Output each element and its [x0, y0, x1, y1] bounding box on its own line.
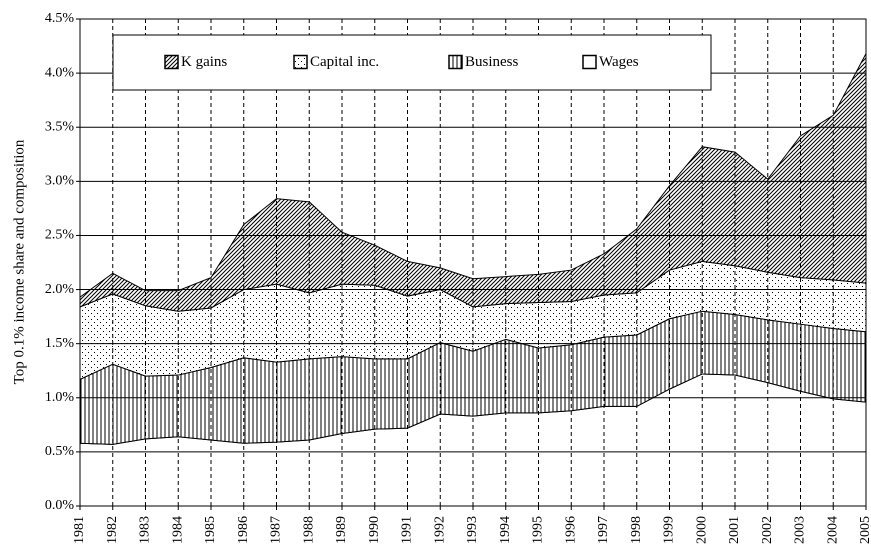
- x-tick-label: 2004: [825, 516, 840, 544]
- y-tick-label: 3.5%: [45, 119, 75, 134]
- legend-swatch: [448, 54, 463, 70]
- x-tick-label: 1997: [596, 516, 611, 544]
- x-tick-label: 1988: [301, 516, 316, 544]
- x-tick-label: 2002: [760, 516, 775, 544]
- y-tick-label: 1.5%: [45, 336, 75, 351]
- x-tick-label: 1986: [236, 516, 251, 544]
- x-tick-label: 1990: [367, 516, 382, 544]
- x-tick-label: 1985: [203, 516, 218, 544]
- y-tick-label: 4.5%: [45, 11, 75, 26]
- legend-swatch: [582, 54, 597, 70]
- y-tick-label: 2.0%: [45, 282, 75, 297]
- x-tick-label: 1981: [72, 516, 87, 544]
- x-tick-label: 1984: [170, 516, 185, 544]
- legend-label: Wages: [599, 54, 639, 70]
- legend-label: K gains: [181, 54, 227, 70]
- x-tick-label: 1999: [662, 516, 677, 544]
- x-tick-label: 1987: [269, 516, 284, 544]
- x-tick-label: 2005: [858, 516, 871, 544]
- x-tick-label: 2003: [793, 516, 808, 544]
- x-tick-label: 1991: [400, 516, 415, 544]
- x-tick-label: 2001: [727, 516, 742, 544]
- y-tick-label: 4.0%: [45, 65, 75, 80]
- x-tick-label: 1983: [138, 516, 153, 544]
- x-tick-label: 2000: [694, 516, 709, 544]
- y-tick-label: 2.5%: [45, 228, 75, 243]
- plot: 0.0% 0.5% 1.0% 1.5% 2.0% 2.5% 3.0% 3.5% 4.0% 4.5%…: [45, 11, 871, 544]
- legend-label: Capital inc.: [310, 54, 379, 70]
- y-axis-title: Top 0.1% income share and composition: [11, 139, 27, 384]
- y-tick-label: 3.0%: [45, 174, 75, 189]
- x-tick-label: 1982: [105, 516, 120, 544]
- x-tick-label: 1989: [334, 516, 349, 544]
- x-tick-label: 1992: [432, 516, 447, 544]
- plot-frame: [79, 18, 867, 507]
- legend-box: [112, 34, 712, 91]
- y-tick-label: 0.5%: [45, 444, 75, 459]
- x-tick-label: 1998: [629, 516, 644, 544]
- legend-swatch: [164, 54, 179, 70]
- y-tick-label: 0.0%: [45, 498, 75, 513]
- legend-label: Business: [465, 54, 519, 70]
- x-tick-label: 1993: [465, 516, 480, 544]
- x-tick-label: 1995: [531, 516, 546, 544]
- x-tick-label: 1996: [563, 516, 578, 544]
- x-tick-label: 1994: [498, 516, 513, 544]
- legend-swatch: [293, 54, 308, 70]
- y-tick-label: 1.0%: [45, 390, 75, 405]
